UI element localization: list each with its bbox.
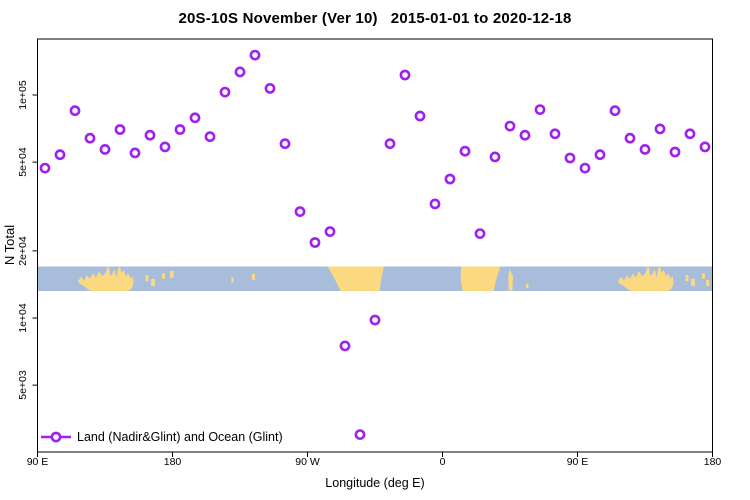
data-point [399, 69, 411, 81]
data-point [519, 129, 531, 141]
data-point [699, 141, 711, 153]
data-point [294, 206, 306, 217]
x-tick-label: 90 W [295, 456, 320, 468]
data-point [369, 314, 381, 326]
plot-box [37, 38, 713, 453]
land-island [252, 273, 255, 280]
data-point [684, 128, 696, 140]
land-island [169, 270, 174, 278]
data-point [234, 66, 246, 78]
y-tick-label: 2e+04 [17, 236, 29, 266]
data-point [129, 147, 141, 159]
x-tick-label: 90 E [566, 456, 589, 468]
data-point [159, 141, 171, 153]
data-point [54, 149, 66, 161]
chart-title: 20S-10S November (Ver 10) 2015-01-01 to … [178, 10, 572, 27]
data-point [324, 226, 336, 237]
data-point [579, 162, 591, 174]
data-point [504, 120, 516, 132]
data-point [459, 145, 471, 157]
data-point [669, 146, 681, 158]
land-patch-madagascar [508, 268, 513, 291]
data-point [624, 132, 636, 144]
x-tick-label: 180 [163, 456, 182, 468]
land-island [702, 273, 705, 279]
data-point [84, 132, 96, 144]
data-point [309, 237, 321, 248]
data-point [339, 340, 351, 352]
x-tick-label: 90 E [26, 456, 49, 468]
data-point [639, 143, 651, 155]
land-island [526, 283, 529, 289]
data-point [354, 429, 366, 440]
data-point [219, 86, 231, 98]
data-point [564, 152, 576, 164]
data-point [99, 143, 111, 155]
land-island [162, 273, 165, 279]
x-axis-label: Longitude (deg E) [325, 476, 425, 490]
data-point [594, 149, 606, 161]
data-point [609, 105, 621, 117]
land-island [685, 275, 689, 282]
land-island [231, 277, 234, 283]
data-point [189, 112, 201, 124]
land-island [691, 278, 695, 287]
land-patch-australia-west-copy [78, 266, 134, 291]
y-tick-label: 5e+04 [17, 147, 29, 177]
data-point [249, 49, 261, 61]
data-point [429, 198, 441, 210]
land-patch-south-america [327, 266, 384, 291]
data-point [489, 151, 501, 163]
land-patch-australia-east-copy [618, 266, 674, 291]
x-tick-label: 180 [703, 456, 722, 468]
data-point [39, 162, 51, 174]
land-patch-africa [460, 266, 501, 291]
data-point [279, 138, 291, 150]
legend-label: Land (Nadir&Glint) and Ocean (Glint) [77, 430, 283, 444]
x-tick-label: 0 [439, 456, 446, 468]
data-point [414, 110, 426, 122]
data-point [204, 131, 216, 143]
data-point [384, 138, 396, 150]
data-point [264, 83, 276, 94]
data-point [654, 123, 666, 135]
data-point [534, 104, 546, 115]
data-point [144, 129, 156, 141]
land-island [151, 278, 155, 287]
data-point [549, 128, 561, 140]
data-point [114, 124, 126, 135]
y-tick-label: 5e+03 [17, 370, 29, 400]
legend-marker-icon [50, 431, 62, 443]
land-island [145, 275, 149, 282]
data-point [69, 105, 81, 117]
land-island [706, 279, 710, 287]
y-tick-label: 1e+05 [17, 80, 29, 110]
data-point [174, 124, 186, 135]
data-point [474, 228, 486, 239]
data-point [444, 173, 456, 185]
y-tick-label: 1e+04 [17, 303, 29, 333]
